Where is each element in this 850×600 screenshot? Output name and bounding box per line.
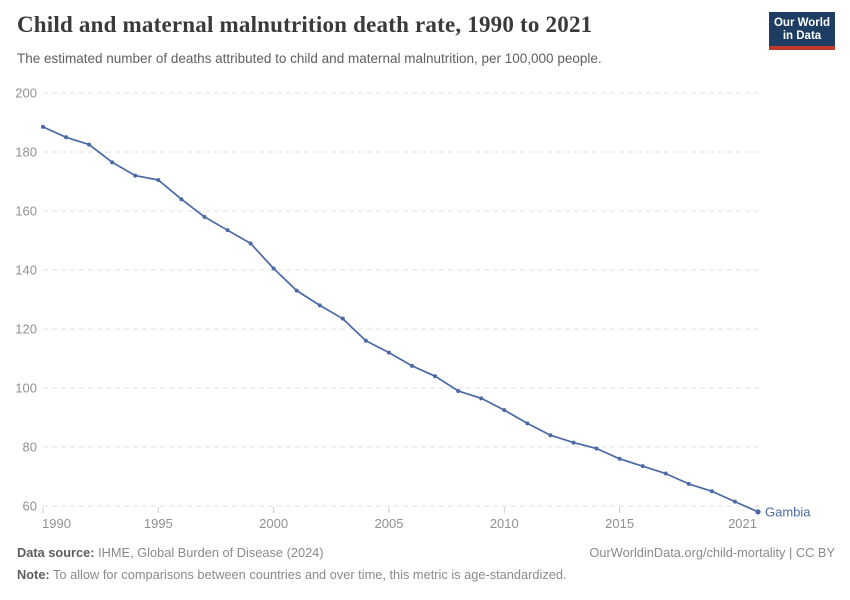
data-point bbox=[433, 374, 438, 379]
x-axis-label: 2010 bbox=[490, 516, 519, 531]
owid-logo-line1: Our World bbox=[773, 17, 830, 29]
data-point bbox=[456, 388, 461, 393]
x-axis-label: 1995 bbox=[144, 516, 173, 531]
data-point bbox=[179, 197, 184, 202]
data-point bbox=[133, 173, 138, 178]
license-link[interactable]: OurWorldinData.org/child-mortality | CC … bbox=[589, 545, 835, 560]
data-point bbox=[571, 440, 576, 445]
data-source: Data source: IHME, Global Burden of Dise… bbox=[17, 545, 324, 560]
x-axis-label: 2000 bbox=[259, 516, 288, 531]
data-point bbox=[363, 338, 368, 343]
data-point bbox=[317, 303, 322, 308]
data-point bbox=[594, 446, 599, 451]
note-label: Note: bbox=[17, 567, 50, 582]
data-point bbox=[294, 288, 299, 293]
owid-logo[interactable]: Our World in Data bbox=[769, 12, 835, 50]
data-point-end bbox=[755, 509, 761, 515]
data-point bbox=[340, 316, 345, 321]
data-point bbox=[686, 481, 691, 486]
data-point bbox=[548, 433, 553, 438]
y-axis-label: 160 bbox=[15, 204, 37, 219]
data-point bbox=[732, 499, 737, 504]
data-point bbox=[410, 363, 415, 368]
chart-note: Note: To allow for comparisons between c… bbox=[17, 567, 835, 582]
data-point bbox=[502, 408, 507, 413]
data-point bbox=[225, 228, 230, 233]
data-line-gambia bbox=[42, 126, 759, 513]
x-axis-label: 2015 bbox=[605, 516, 634, 531]
data-point bbox=[110, 160, 115, 165]
y-axis-label: 200 bbox=[15, 86, 37, 101]
y-axis-label: 120 bbox=[15, 322, 37, 337]
y-axis-label: 60 bbox=[23, 499, 37, 514]
note-value: To allow for comparisons between countri… bbox=[49, 567, 567, 582]
data-point bbox=[663, 471, 668, 476]
chart-subtitle: The estimated number of deaths attribute… bbox=[17, 51, 602, 66]
data-point bbox=[156, 178, 161, 183]
data-point bbox=[525, 421, 530, 426]
data-point bbox=[248, 241, 253, 246]
owid-logo-line2: in Data bbox=[782, 30, 822, 42]
data-point bbox=[64, 135, 69, 140]
data-source-value: IHME, Global Burden of Disease (2024) bbox=[94, 545, 324, 560]
data-point bbox=[640, 464, 645, 469]
data-point bbox=[87, 142, 92, 147]
page-title: Child and maternal malnutrition death ra… bbox=[17, 12, 593, 37]
data-source-label: Data source: bbox=[17, 545, 95, 560]
x-axis-label: 1990 bbox=[42, 516, 71, 531]
data-point bbox=[479, 396, 484, 401]
series-label-gambia: Gambia bbox=[765, 504, 811, 519]
y-axis-label: 180 bbox=[15, 145, 37, 160]
data-point bbox=[41, 124, 45, 129]
x-axis-label: 2021 bbox=[728, 516, 757, 531]
y-axis-label: 140 bbox=[15, 263, 37, 278]
x-axis-label: 2005 bbox=[375, 516, 404, 531]
y-axis-label: 80 bbox=[23, 440, 37, 455]
y-axis-label: 100 bbox=[15, 381, 37, 396]
data-point bbox=[386, 350, 391, 355]
data-point bbox=[271, 266, 276, 271]
data-point bbox=[617, 456, 622, 461]
chart-footer: Data source: IHME, Global Burden of Dise… bbox=[17, 545, 835, 582]
data-point bbox=[709, 489, 714, 494]
data-point bbox=[202, 214, 207, 219]
